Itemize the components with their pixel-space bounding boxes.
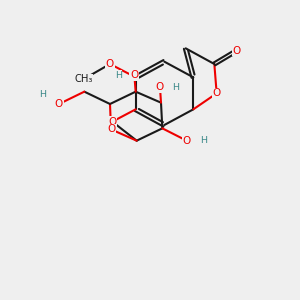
Text: O: O <box>232 46 241 56</box>
Text: O: O <box>156 82 164 92</box>
Text: H: H <box>39 90 46 99</box>
Text: O: O <box>108 117 116 127</box>
Text: O: O <box>130 70 139 80</box>
Text: CH₃: CH₃ <box>74 74 92 84</box>
Text: O: O <box>212 88 221 98</box>
Text: O: O <box>182 136 191 146</box>
Text: O: O <box>55 99 63 109</box>
Text: H: H <box>115 70 122 80</box>
Text: H: H <box>200 136 207 145</box>
Text: H: H <box>172 83 179 92</box>
Text: O: O <box>106 59 114 69</box>
Text: O: O <box>107 124 115 134</box>
